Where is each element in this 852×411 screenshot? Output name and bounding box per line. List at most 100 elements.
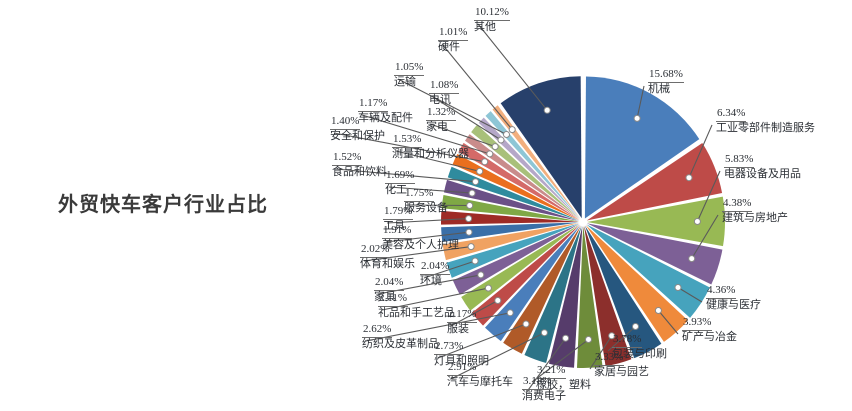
pie-label-name: 灯具和照明 bbox=[434, 354, 489, 367]
pie-label-name: 服务设备 bbox=[404, 201, 448, 214]
pie-label-name: 纺织及皮革制品 bbox=[362, 337, 439, 350]
pie-slice[interactable] bbox=[586, 223, 723, 285]
leader-line bbox=[677, 287, 703, 303]
pie-label-name: 橡胶，塑料 bbox=[536, 378, 591, 391]
pie-slice[interactable] bbox=[524, 225, 582, 363]
pie-slice[interactable] bbox=[471, 124, 580, 220]
leader-line bbox=[477, 23, 548, 111]
pie-slice[interactable] bbox=[576, 225, 603, 368]
leader-dot bbox=[543, 106, 551, 114]
pie-slice[interactable] bbox=[441, 210, 580, 225]
pie-slice[interactable] bbox=[452, 154, 580, 221]
leader-line bbox=[657, 310, 679, 335]
pie-slice[interactable] bbox=[548, 225, 583, 368]
leader-line bbox=[386, 218, 469, 224]
pie-slice[interactable] bbox=[441, 222, 580, 243]
pie-slice[interactable] bbox=[447, 166, 580, 221]
pie-label: 1.69% 化工 bbox=[385, 169, 416, 196]
pie-slice[interactable] bbox=[492, 105, 581, 219]
leader-line bbox=[335, 168, 476, 183]
pie-label: 4.36% 健康与医疗 bbox=[706, 284, 761, 311]
pie-slice[interactable] bbox=[500, 76, 582, 219]
leader-line bbox=[636, 85, 645, 119]
pie-label-name: 电讯 bbox=[429, 93, 451, 106]
pie-label-name: 礼品和手工艺品 bbox=[378, 306, 455, 319]
pie-label-percent: 1.69% bbox=[385, 169, 416, 184]
leader-line bbox=[397, 78, 507, 135]
pie-label-name: 家居与园艺 bbox=[594, 365, 649, 378]
leader-dot bbox=[494, 297, 502, 304]
pie-label-percent: 2.73% bbox=[434, 340, 465, 355]
leader-line bbox=[423, 260, 476, 279]
pie-label: 2.11% 礼品和手工艺品 bbox=[378, 292, 455, 319]
pie-slice[interactable] bbox=[452, 223, 580, 295]
leader-dot bbox=[477, 271, 485, 279]
leader-line bbox=[377, 274, 481, 295]
pie-slice[interactable] bbox=[458, 142, 580, 220]
leader-line bbox=[589, 335, 613, 370]
pie-label-percent: 2.04% bbox=[374, 276, 405, 291]
pie-label-percent: 2.04% bbox=[420, 260, 451, 275]
pie-slice[interactable] bbox=[586, 196, 726, 247]
leader-dot bbox=[465, 215, 473, 223]
pie-slice[interactable] bbox=[478, 117, 581, 220]
leader-dot bbox=[481, 158, 489, 166]
leader-line bbox=[450, 332, 545, 380]
pie-label-percent: 10.12% bbox=[474, 6, 510, 21]
pie-label-name: 车辆及配件 bbox=[358, 111, 413, 124]
leader-line-group bbox=[333, 23, 721, 394]
pie-label-percent: 6.34% bbox=[716, 107, 747, 122]
pie-label: 1.79% 工具 bbox=[383, 205, 414, 232]
leader-line bbox=[432, 96, 502, 141]
pie-label: 2.02% 体育和娱乐 bbox=[360, 243, 415, 270]
leader-dot bbox=[491, 143, 499, 151]
pie-slice[interactable] bbox=[485, 111, 581, 220]
pie-slice[interactable] bbox=[585, 225, 688, 342]
leader-dot bbox=[522, 320, 530, 328]
pie-label-percent: 1.53% bbox=[392, 133, 423, 148]
pie-label-percent: 2.62% bbox=[362, 323, 393, 338]
pie-slice[interactable] bbox=[465, 134, 580, 220]
pie-slice[interactable] bbox=[584, 76, 700, 219]
pie-label-name: 家电 bbox=[426, 120, 448, 133]
pie-label: 1.53% 测量和分析仪器 bbox=[392, 133, 469, 160]
leader-line bbox=[407, 204, 470, 207]
pie-slice[interactable] bbox=[586, 142, 723, 221]
pie-label-name: 建筑与房地产 bbox=[722, 211, 788, 224]
pie-label-percent: 3.18% bbox=[522, 375, 553, 390]
pie-slice[interactable] bbox=[584, 225, 662, 359]
leader-dot bbox=[688, 255, 696, 263]
page-title: 外贸快车客户行业占比 bbox=[58, 194, 268, 216]
leader-line bbox=[365, 312, 511, 342]
pie-label: 1.75% 服务设备 bbox=[404, 187, 448, 214]
pie-slice[interactable] bbox=[586, 224, 710, 318]
pie-label-name: 消费电子 bbox=[522, 389, 566, 402]
pie-label-percent: 1.08% bbox=[429, 79, 460, 94]
leader-dot bbox=[654, 307, 662, 314]
leader-line bbox=[696, 170, 721, 222]
pie-label-percent: 3.78% bbox=[612, 333, 643, 348]
pie-label-name: 服装 bbox=[447, 322, 469, 335]
pie-slice[interactable] bbox=[443, 179, 580, 222]
leader-dot bbox=[468, 189, 476, 197]
pie-slice[interactable] bbox=[584, 225, 632, 367]
pie-label: 15.68% 机械 bbox=[648, 68, 684, 95]
pie-label-name: 机械 bbox=[648, 82, 670, 95]
pie-label: 2.04% 环境 bbox=[420, 260, 451, 287]
pie-slice[interactable] bbox=[442, 222, 580, 261]
leader-line bbox=[688, 124, 713, 178]
pie-label-name: 家具 bbox=[374, 290, 396, 303]
pie-label-percent: 2.11% bbox=[378, 292, 409, 307]
pie-label: 2.73% 灯具和照明 bbox=[434, 340, 489, 367]
pie-label-name: 工具 bbox=[383, 219, 405, 232]
pie-label: 1.32% 家电 bbox=[426, 106, 457, 133]
pie-label-percent: 2.02% bbox=[360, 243, 391, 258]
pie-slice[interactable] bbox=[503, 225, 582, 354]
leader-dot bbox=[693, 218, 701, 225]
pie-label-name: 矿产与冶金 bbox=[682, 330, 737, 343]
pie-label: 1.17% 车辆及配件 bbox=[358, 97, 413, 124]
pie-label: 3.93% 矿产与冶金 bbox=[682, 316, 737, 343]
pie-slice[interactable] bbox=[446, 223, 580, 278]
pie-slice[interactable] bbox=[441, 194, 580, 222]
leader-line bbox=[429, 123, 496, 148]
